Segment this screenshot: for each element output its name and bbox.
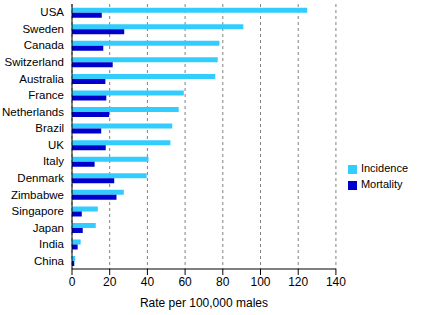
svg-text:20: 20 <box>103 275 117 289</box>
svg-text:0: 0 <box>69 275 76 289</box>
svg-text:Brazil: Brazil <box>35 122 64 134</box>
svg-text:Singapore: Singapore <box>12 205 64 217</box>
svg-text:100: 100 <box>250 275 270 289</box>
svg-text:India: India <box>39 238 65 250</box>
svg-text:Sweden: Sweden <box>22 23 64 35</box>
svg-text:Italy: Italy <box>43 155 64 167</box>
svg-text:120: 120 <box>288 275 308 289</box>
svg-text:China: China <box>34 255 65 267</box>
svg-text:Australia: Australia <box>19 73 64 85</box>
svg-text:France: France <box>28 89 64 101</box>
svg-text:140: 140 <box>326 275 346 289</box>
html-text:Incidence: Incidence <box>360 162 408 174</box>
svg-text:60: 60 <box>178 275 192 289</box>
svg-text:Denmark: Denmark <box>17 172 64 184</box>
svg-text:80: 80 <box>216 275 230 289</box>
svg-text:Rate per 100,000 males: Rate per 100,000 males <box>140 296 268 310</box>
svg-text:40: 40 <box>141 275 155 289</box>
svg-text:Zimbabwe: Zimbabwe <box>11 189 64 201</box>
svg-text:Canada: Canada <box>24 39 65 51</box>
html-text:Mortality: Mortality <box>360 178 403 190</box>
svg-text:UK: UK <box>48 139 64 151</box>
svg-text:Japan: Japan <box>33 222 64 234</box>
svg-text:Switzerland: Switzerland <box>8 56 64 68</box>
svg-text:USA: USA <box>40 6 64 18</box>
svg-text:Netherlands: Netherlands <box>8 106 64 118</box>
